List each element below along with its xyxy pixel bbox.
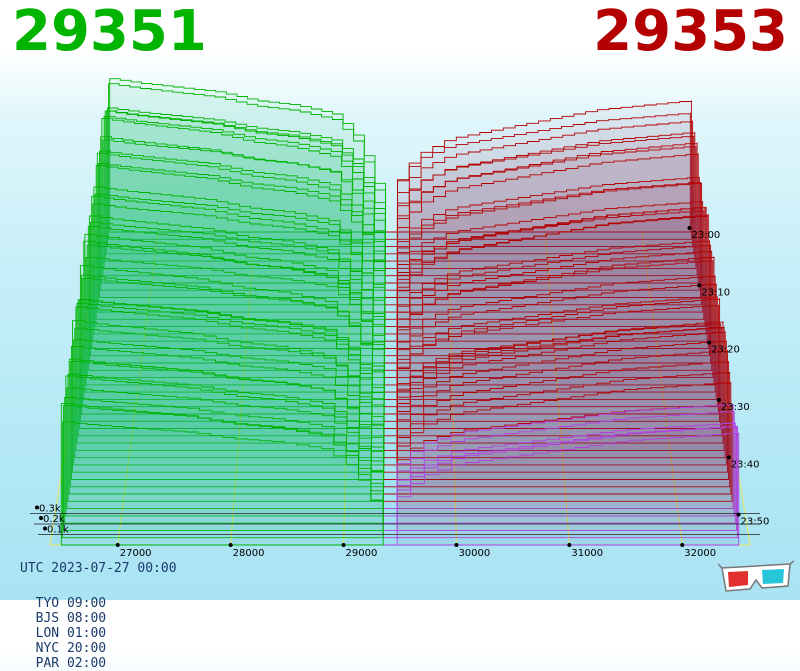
price-tick	[228, 543, 233, 547]
time-tick-label: 23:00	[691, 230, 720, 241]
ask-depth-row	[385, 182, 703, 306]
ask-depth-row	[383, 371, 731, 488]
ask-depth-row	[384, 250, 713, 371]
bid-depth-row	[100, 136, 386, 291]
price-tick-label: 29000	[346, 548, 378, 559]
time-tick	[716, 397, 721, 402]
price-gridline	[641, 231, 683, 546]
time-tick-label: 23:20	[711, 345, 740, 356]
nyc-clock: NYC 20:00	[35, 641, 107, 656]
price-tick	[115, 543, 120, 547]
bid-depth-row	[70, 346, 385, 480]
bid-depth-row	[86, 244, 385, 379]
price-tick-label: 28000	[233, 548, 265, 559]
ask-depth-row	[384, 321, 724, 444]
bid-depth-row	[90, 221, 386, 357]
price-tick	[454, 543, 459, 547]
bid-depth-row	[61, 421, 384, 539]
bid-depth-row	[66, 387, 384, 510]
bid-depth-row	[99, 150, 386, 298]
price-tick-label: 32000	[684, 548, 716, 559]
bid-depth-row	[108, 83, 386, 240]
ask-depth-row	[384, 304, 719, 415]
ask-depth-row	[384, 296, 718, 408]
bid-depth-row	[75, 306, 385, 451]
bid-depth-row	[81, 274, 385, 415]
price-tick	[680, 543, 685, 547]
ask-depth-row	[385, 176, 700, 291]
ask-depth-row	[385, 153, 699, 284]
par-clock: PAR 02:00	[35, 656, 107, 671]
price-tick	[567, 543, 572, 547]
time-tick	[697, 283, 702, 288]
bid-depth-row	[92, 203, 386, 342]
ask-depth-row	[384, 331, 726, 459]
ask-depth-row	[383, 404, 734, 510]
volume-tick-label: 0.2k	[43, 514, 65, 525]
bid-depth-row	[73, 339, 385, 466]
time-tick-label: 23:40	[731, 459, 760, 470]
ask-depth-row	[383, 426, 739, 539]
price-tick-label: 31000	[571, 548, 603, 559]
bid-depth-row	[60, 403, 384, 546]
lon-clock: LON 01:00	[35, 626, 107, 641]
price-gridline	[230, 231, 256, 546]
price-tick	[341, 543, 346, 547]
ask-depth-row	[383, 432, 740, 546]
bjs-clock: BJS 08:00	[35, 611, 107, 626]
bid-depth-row	[74, 327, 385, 459]
depth-chart-3d: 27000 28000 29000 30000 31000 32000 0.1k0.2k0.…	[30, 78, 770, 559]
ask-depth-row	[384, 275, 716, 393]
ask-depth-row	[384, 350, 728, 473]
volume-tick	[43, 526, 47, 531]
price-gridline	[447, 231, 457, 546]
bid-depth-row	[95, 165, 386, 320]
timezone-clocks: TYO 09:00 BJS 08:00 LON 01:00 NYC 20:00 …	[20, 581, 128, 671]
ask-depth-row	[384, 256, 715, 386]
time-tick-label: 23:50	[741, 517, 770, 528]
bid-depth-row	[72, 320, 385, 473]
bid-depth-row	[94, 193, 386, 328]
ask-depth-row	[383, 411, 735, 517]
bid-depth-row	[85, 256, 385, 386]
bid-price: 29351	[12, 0, 207, 64]
volume-tick-label: 0.3k	[39, 504, 61, 515]
volume-tick-label: 0.1k	[47, 525, 69, 536]
ask-price: 29353	[593, 0, 788, 64]
volume-tick	[35, 505, 39, 510]
utc-time: UTC 2023-07-27 00:00	[20, 561, 177, 576]
ask-depth-row	[385, 132, 696, 262]
tyo-clock: TYO 09:00	[35, 596, 107, 611]
price-tick-label: 27000	[120, 548, 152, 559]
3d-glasses-icon[interactable]	[718, 560, 794, 594]
bid-depth-row	[68, 358, 385, 495]
ask-depth-row	[384, 214, 709, 349]
ask-depth-row	[385, 100, 692, 240]
time-tick-label: 23:30	[721, 402, 750, 413]
time-tick	[687, 226, 692, 230]
ask-depth-row	[385, 142, 698, 277]
volume-tick	[39, 516, 43, 520]
time-tick-label: 23:10	[701, 287, 730, 298]
time-tick	[726, 455, 731, 460]
price-tick-label: 30000	[458, 548, 490, 559]
time-tick	[736, 512, 741, 517]
time-tick	[707, 340, 712, 345]
ask-depth-row	[385, 201, 704, 313]
bid-depth-row	[87, 225, 385, 371]
bid-depth-row	[83, 240, 385, 400]
